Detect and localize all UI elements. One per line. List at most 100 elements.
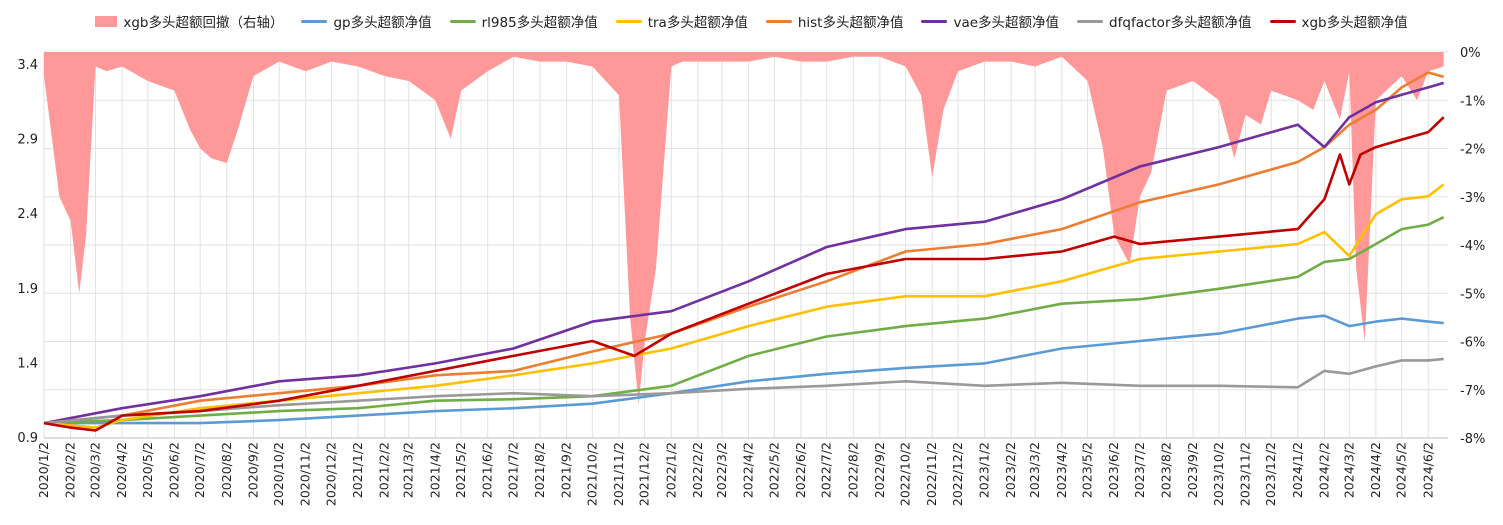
y-tick-right: -4%: [1460, 239, 1485, 254]
x-tick-label: 2020/4/2: [114, 442, 129, 498]
x-tick-label: 2023/12/2: [1263, 442, 1278, 506]
x-tick-label: 2023/6/2: [1106, 442, 1121, 498]
y-tick-left: 2.9: [17, 133, 38, 148]
legend-swatch: [1077, 19, 1104, 23]
legend-item: dfqfactor多头超额净值: [1077, 11, 1252, 31]
x-tick-label: 2021/3/2: [401, 442, 416, 498]
x-tick-label: 2023/1/2: [977, 442, 992, 498]
x-axis: 2020/1/2 2020/2/2 2020/3/2 2020/4/2 2020/5/2…: [36, 442, 1435, 506]
x-tick-label: 2021/1/2: [350, 442, 365, 498]
x-tick-label: 2024/4/2: [1368, 442, 1383, 498]
x-tick-label: 2023/2/2: [1003, 442, 1018, 498]
legend-label: gp多头超额净值: [333, 15, 432, 31]
legend-swatch: [615, 19, 642, 23]
y-tick-right: -7%: [1460, 384, 1485, 399]
y-tick-left: 3.4: [17, 58, 38, 73]
x-tick-label: 2021/12/2: [637, 442, 652, 506]
x-tick-label: 2022/1/2: [663, 442, 678, 498]
x-tick-label: 2020/7/2: [192, 442, 207, 498]
legend-label: vae多头超额净值: [953, 15, 1060, 31]
x-tick-label: 2021/2/2: [377, 442, 392, 498]
x-tick-label: 2023/5/2: [1080, 442, 1095, 498]
x-tick-label: 2020/8/2: [219, 442, 234, 498]
y-tick-right: 0%: [1460, 46, 1481, 61]
legend-item: rl985多头超额净值: [449, 11, 598, 31]
legend-label: xgb多头超额回撤（右轴）: [123, 15, 284, 31]
x-tick-label: 2021/4/2: [427, 442, 442, 498]
y-tick-left: 2.4: [17, 207, 38, 222]
x-tick-label: 2024/6/2: [1420, 442, 1435, 498]
x-tick-label: 2020/12/2: [323, 442, 338, 506]
x-tick-label: 2021/9/2: [559, 442, 574, 498]
x-tick-label: 2020/5/2: [140, 442, 155, 498]
legend-swatch: [765, 19, 792, 23]
x-tick-label: 2022/5/2: [766, 442, 781, 498]
series-line: [43, 71, 1445, 425]
x-tick-label: 2020/11/2: [298, 442, 313, 506]
x-tick-label: 2022/4/2: [741, 442, 756, 498]
series-line: [43, 357, 1444, 425]
legend-swatch: [95, 15, 118, 27]
x-tick-label: 2022/11/2: [924, 442, 939, 506]
chart-legend: xgb多头超额回撤（右轴） gp多头超额净值 rl985多头超额净值 tra多头超额净…: [0, 8, 1503, 34]
x-tick-label: 2024/5/2: [1394, 442, 1409, 498]
drawdown-area: [44, 52, 1444, 405]
y-tick-right: -5%: [1460, 287, 1485, 302]
series-line: [43, 81, 1445, 425]
x-tick-label: 2023/4/2: [1054, 442, 1069, 498]
x-tick-label: 2020/2/2: [63, 442, 78, 498]
x-tick-label: 2024/1/2: [1290, 442, 1305, 498]
y-axis-left: 0.9 1.4 1.9 2.4 2.9 3.4: [17, 58, 38, 446]
series-line: [43, 116, 1445, 432]
legend-item: xgb多头超额净值: [1269, 11, 1408, 31]
x-tick-label: 2022/10/2: [898, 442, 913, 506]
legend-item: xgb多头超额回撤（右轴）: [95, 11, 283, 31]
legend-swatch: [301, 19, 328, 23]
x-tick-label: 2022/7/2: [819, 442, 834, 498]
x-tick-label: 2023/11/2: [1237, 442, 1252, 506]
x-tick-label: 2022/3/2: [714, 442, 729, 498]
y-tick-left: 0.9: [17, 431, 38, 446]
legend-swatch: [1269, 19, 1296, 23]
x-tick-label: 2024/2/2: [1316, 442, 1331, 498]
x-tick-label: 2022/2/2: [690, 442, 705, 498]
x-tick-label: 2023/10/2: [1211, 442, 1226, 506]
x-tick-label: 2021/8/2: [532, 442, 547, 498]
x-tick-label: 2023/8/2: [1159, 442, 1174, 498]
y-tick-left: 1.4: [17, 356, 38, 371]
legend-item: gp多头超额净值: [301, 11, 432, 31]
x-tick-label: 2023/9/2: [1185, 442, 1200, 498]
y-tick-right: -1%: [1460, 94, 1485, 109]
legend-label: xgb多头超额净值: [1301, 15, 1408, 31]
series-line: [44, 314, 1444, 425]
legend-label: hist多头超额净值: [797, 15, 904, 31]
x-tick-label: 2022/9/2: [872, 442, 887, 498]
legend-item: vae多头超额净值: [921, 11, 1059, 31]
x-tick-label: 2021/11/2: [611, 442, 626, 506]
x-tick-label: 2022/6/2: [793, 442, 808, 498]
x-tick-label: 2021/7/2: [505, 442, 520, 498]
x-tick-label: 2022/12/2: [950, 442, 965, 506]
legend-label: rl985多头超额净值: [481, 15, 598, 31]
legend-item: tra多头超额净值: [615, 11, 748, 31]
y-tick-right: -6%: [1460, 336, 1485, 351]
x-tick-label: 2021/6/2: [480, 442, 495, 498]
x-tick-label: 2020/10/2: [271, 442, 286, 506]
legend-label: tra多头超额净值: [647, 15, 748, 31]
series-line: [43, 216, 1445, 425]
x-tick-label: 2020/3/2: [87, 442, 102, 498]
x-tick-label: 2024/3/2: [1341, 442, 1356, 498]
y-tick-left: 1.9: [17, 282, 38, 297]
legend-swatch: [449, 19, 476, 23]
legend-item: hist多头超额净值: [765, 11, 904, 31]
y-tick-right: -8%: [1460, 432, 1485, 447]
legend-swatch: [921, 19, 948, 23]
legend-label: dfqfactor多头超额净值: [1109, 15, 1252, 31]
x-tick-label: 2023/7/2: [1132, 442, 1147, 498]
x-tick-label: 2021/10/2: [584, 442, 599, 506]
y-tick-right: -3%: [1460, 191, 1485, 206]
x-tick-label: 2023/3/2: [1027, 442, 1042, 498]
y-tick-right: -2%: [1460, 143, 1485, 158]
x-tick-label: 2020/9/2: [245, 442, 260, 498]
